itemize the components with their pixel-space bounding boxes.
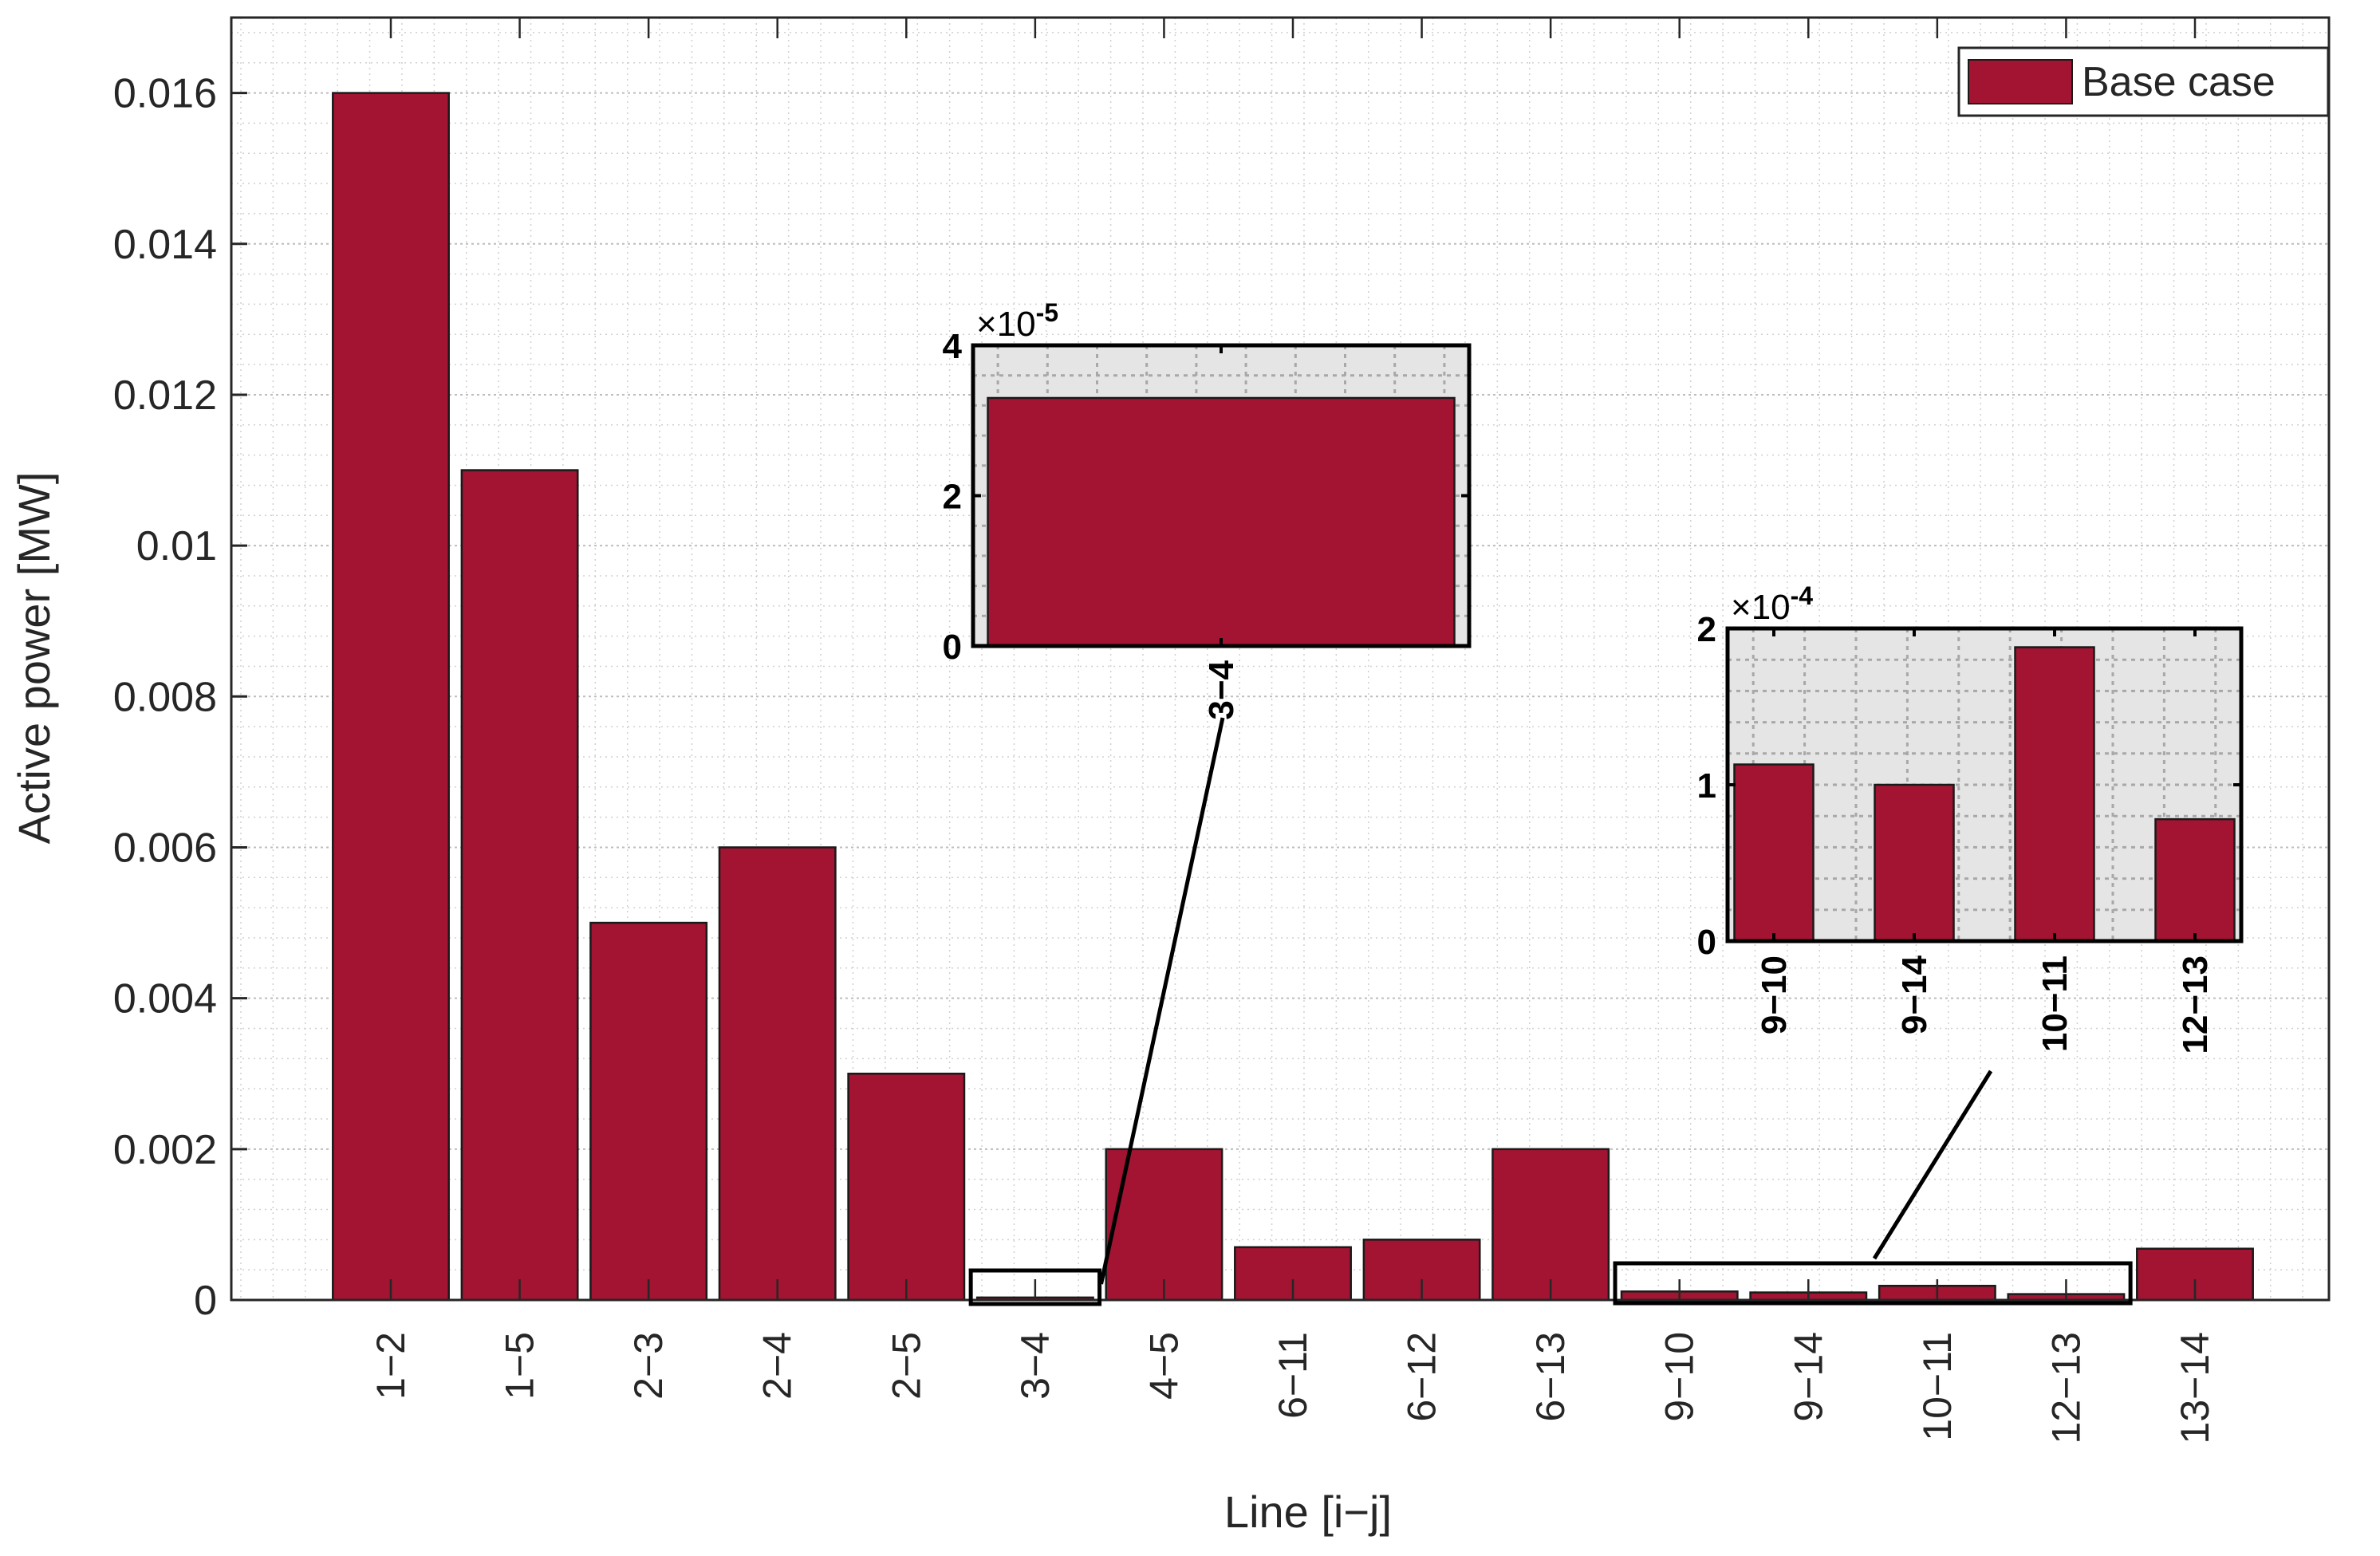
legend-swatch [1968, 59, 2073, 104]
y-tick-label: 0.01 [136, 523, 217, 569]
x-tick-label: 2−3 [626, 1332, 671, 1400]
bar-6-13 [1491, 1148, 1610, 1302]
zoom-region-box-9-10-12-13 [1613, 1261, 2133, 1306]
inset-bar-9-10 [1733, 763, 1815, 943]
legend: Base case [1957, 46, 2330, 117]
inset-exponent-label: ×10-5 [976, 298, 1058, 344]
inset-x-tick-label: 9−14 [1895, 955, 1934, 1034]
bar-2-3 [589, 921, 708, 1302]
inset-bar-3-4 [987, 396, 1456, 648]
y-axis-label: Active power [MW] [9, 472, 59, 845]
bar-2-4 [718, 846, 837, 1302]
y-tick-label: 0.002 [113, 1127, 217, 1173]
connector-line-inset2 [1872, 1070, 1993, 1260]
y-tick-label: 0.012 [113, 372, 217, 419]
y-tick-label: 0.014 [113, 222, 217, 268]
inset-exponent-label: ×10-4 [1731, 581, 1813, 627]
inset-y-tick-label: 4 [943, 327, 963, 366]
x-tick-label: 9−10 [1657, 1332, 1702, 1422]
x-tick-label: 9−14 [1786, 1332, 1830, 1422]
bar-2-5 [847, 1072, 966, 1302]
x-tick-label: 3−4 [1013, 1332, 1058, 1400]
inset-bar-12-13 [2154, 817, 2236, 943]
x-tick-label: 10−11 [1915, 1332, 1960, 1441]
bar-1-5 [460, 469, 579, 1302]
inset-x-tick-label: 10−11 [2035, 955, 2075, 1052]
x-tick-label: 2−5 [884, 1332, 928, 1400]
inset-y-tick-label: 2 [943, 478, 962, 517]
y-tick-label: 0 [194, 1278, 217, 1324]
x-axis-label: Line [i−j] [1224, 1487, 1392, 1537]
inset-y-tick-label: 0 [943, 628, 962, 667]
inset-y-tick-label: 2 [1697, 610, 1716, 649]
y-tick-label: 0.006 [113, 825, 217, 871]
inset-y-tick-label: 1 [1697, 766, 1716, 806]
inset-x-tick-label: 12−13 [2176, 955, 2215, 1054]
y-tick-label: 0.016 [113, 71, 217, 117]
x-tick-label: 12−13 [2043, 1332, 2088, 1444]
x-tick-label: 6−13 [1528, 1332, 1573, 1422]
y-tick-label: 0.004 [113, 976, 217, 1022]
x-tick-label: 4−5 [1141, 1332, 1186, 1400]
x-tick-label: 1−2 [368, 1332, 413, 1400]
legend-label: Base case [2082, 59, 2276, 105]
connector-line-inset1 [1099, 717, 1225, 1285]
inset-bar-9-14 [1874, 783, 1955, 943]
zoom-region-box-3-4 [968, 1268, 1102, 1306]
inset-y-tick-label: 0 [1697, 923, 1716, 962]
y-tick-label: 0.008 [113, 674, 217, 720]
inset-bar-10-11 [2014, 646, 2095, 943]
inset-zoom-9-10-to-12-13: 0 1 2 ×10-4 9−10 9−14 10−11 12−13 [1697, 581, 2244, 1054]
axes-frame [230, 16, 2331, 1302]
x-tick-label: 1−5 [498, 1332, 542, 1400]
x-tick-label: 2−4 [755, 1332, 800, 1400]
x-tick-label: 6−12 [1400, 1332, 1444, 1422]
inset-x-tick-label: 9−10 [1755, 955, 1794, 1034]
bar-1-2 [332, 92, 450, 1302]
x-tick-label: 6−11 [1271, 1332, 1315, 1419]
x-tick-label: 13−14 [2173, 1332, 2217, 1444]
inset-x-tick-label: 3−4 [1202, 660, 1241, 719]
inset-zoom-3-4: 0 2 4 ×10-5 3−4 [943, 298, 1472, 720]
